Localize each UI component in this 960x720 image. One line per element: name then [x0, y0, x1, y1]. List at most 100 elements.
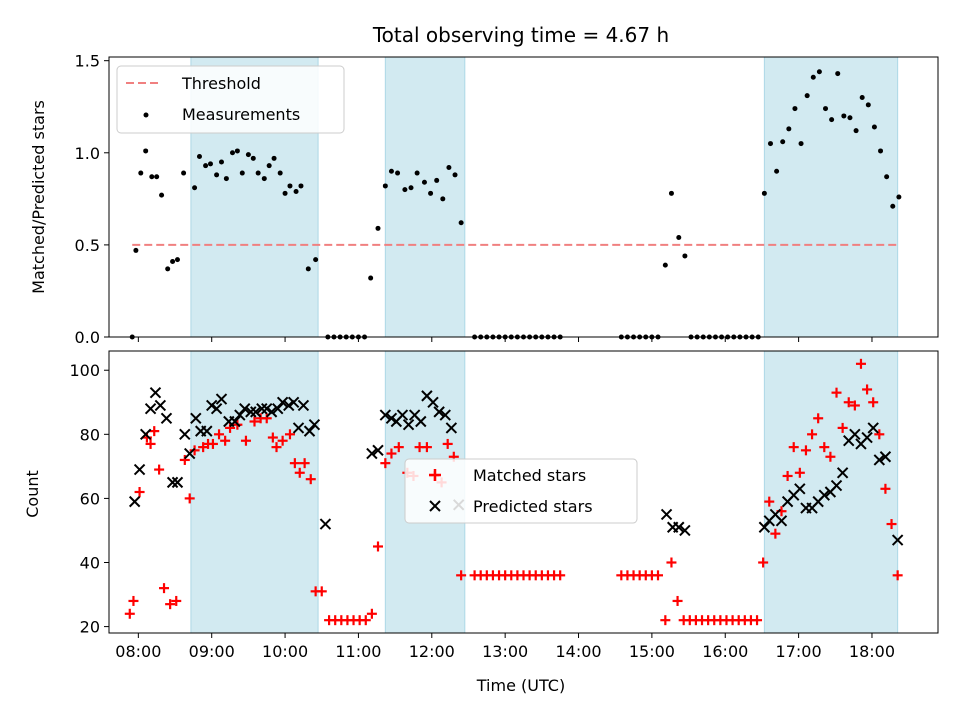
predicted-star-point	[836, 467, 849, 479]
matched-star-point	[555, 570, 566, 581]
matched-star-point	[758, 557, 769, 568]
predicted-star-point	[660, 508, 673, 521]
matched-star-point	[159, 583, 170, 594]
y-tick-label: 0.5	[75, 236, 100, 255]
matched-star-point	[770, 528, 781, 539]
measurement-point	[266, 163, 272, 169]
predicted-star-point	[215, 393, 228, 405]
measurement-point	[375, 225, 381, 231]
matched-star-point	[299, 458, 310, 469]
predicted-star-point	[144, 402, 157, 415]
measurement-point	[408, 185, 414, 191]
legend-threshold-label: Threshold	[181, 74, 261, 93]
predicted-star-point	[276, 396, 289, 408]
x-tick-label: 18:00	[849, 642, 895, 661]
top-legend-box	[116, 65, 345, 134]
matched-star-point	[813, 413, 824, 424]
predicted-star-point	[133, 463, 146, 476]
bottom-legend-box	[404, 458, 638, 524]
x-tick-label: 10:00	[262, 642, 308, 661]
measurements-layer	[129, 69, 902, 340]
measurement-point	[293, 188, 299, 194]
matched-star-point	[788, 442, 799, 453]
y-tick-label: 20	[80, 618, 100, 637]
matched-star-point	[807, 429, 818, 440]
matched-star-point	[171, 595, 182, 606]
measurement-point	[282, 190, 288, 196]
matched-star-point	[393, 442, 404, 453]
measurement-point	[207, 161, 213, 167]
predicted-star-point	[292, 422, 305, 434]
matched-star-point	[360, 615, 371, 626]
matched-star-point	[294, 467, 305, 478]
top-panel: 0.0 0.5 1.0 1.5 Total observing time = 4.67…	[29, 23, 939, 347]
matched-star-point	[124, 608, 135, 619]
legend-measurements-swatch	[143, 112, 149, 118]
measurement-point	[878, 148, 884, 154]
measurement-point	[170, 258, 176, 264]
predicted-star-point	[250, 406, 262, 418]
measurement-point	[871, 124, 877, 130]
measurement-point	[165, 266, 171, 272]
measurement-point	[841, 113, 847, 119]
x-tick-label: 13:00	[482, 642, 528, 661]
matched-star-point	[819, 442, 830, 453]
matched-star-point	[794, 467, 805, 478]
matched-star-point	[184, 493, 195, 504]
matched-star-point	[660, 615, 671, 626]
shaded-interval	[384, 56, 466, 338]
measurement-point	[847, 115, 853, 121]
y-tick-label: 1.5	[75, 52, 100, 71]
bottom-plot-frame	[108, 350, 939, 634]
matched-star-point	[386, 448, 397, 459]
predicted-star-point	[427, 396, 439, 408]
predicted-star-point	[396, 409, 409, 421]
predicted-star-point	[272, 402, 284, 415]
measurement-point	[313, 257, 319, 263]
measurement-point	[865, 102, 871, 108]
matched-star-point	[207, 438, 218, 449]
top-x-ticks	[137, 337, 873, 342]
measurement-point	[174, 257, 180, 263]
x-tick-label: 16:00	[702, 642, 748, 661]
matched-star-point	[128, 595, 139, 606]
measurement-point	[446, 165, 452, 171]
predicted-star-point	[319, 518, 332, 530]
matched-star-point	[271, 442, 282, 453]
measurement-point	[428, 190, 434, 196]
measurement-point	[761, 190, 767, 196]
bottom-y-ticks: 20 40 60 80 100	[69, 361, 109, 637]
matched-star-point	[277, 435, 288, 446]
predicted-star-point	[873, 454, 886, 466]
measurement-point	[149, 174, 155, 180]
top-y-axis-label: Matched/Predicted stars	[29, 100, 48, 294]
measurement-point	[786, 126, 792, 132]
legend-predicted-swatch	[429, 500, 441, 512]
measurement-point	[271, 155, 277, 161]
top-plot-frame	[108, 56, 939, 338]
matched-star-point	[149, 426, 160, 437]
x-tick-label: 08:00	[115, 642, 161, 661]
measurement-point	[798, 141, 804, 147]
predicted-star-point	[794, 483, 806, 495]
predicted-star-point	[154, 399, 167, 412]
predicted-star-point	[206, 399, 218, 412]
predicted-star-point	[303, 425, 316, 437]
measurement-point	[143, 148, 149, 154]
measurement-point	[203, 163, 209, 169]
predicted-star-point	[179, 428, 191, 441]
predicted-star-point	[385, 412, 398, 425]
x-tick-label: 12:00	[409, 642, 455, 661]
matched-star-point	[189, 445, 200, 456]
predicted-star-point	[256, 402, 268, 415]
matched-star-point	[220, 435, 231, 446]
measurement-point	[382, 183, 388, 189]
matched-star-point	[316, 586, 327, 597]
measurement-point	[218, 159, 224, 165]
predicted-star-point	[287, 396, 300, 408]
measurement-point	[421, 179, 427, 185]
measurement-point	[816, 69, 822, 75]
matched-star-point	[886, 519, 897, 530]
matched-star-point	[855, 358, 866, 369]
measurement-point	[234, 148, 240, 154]
